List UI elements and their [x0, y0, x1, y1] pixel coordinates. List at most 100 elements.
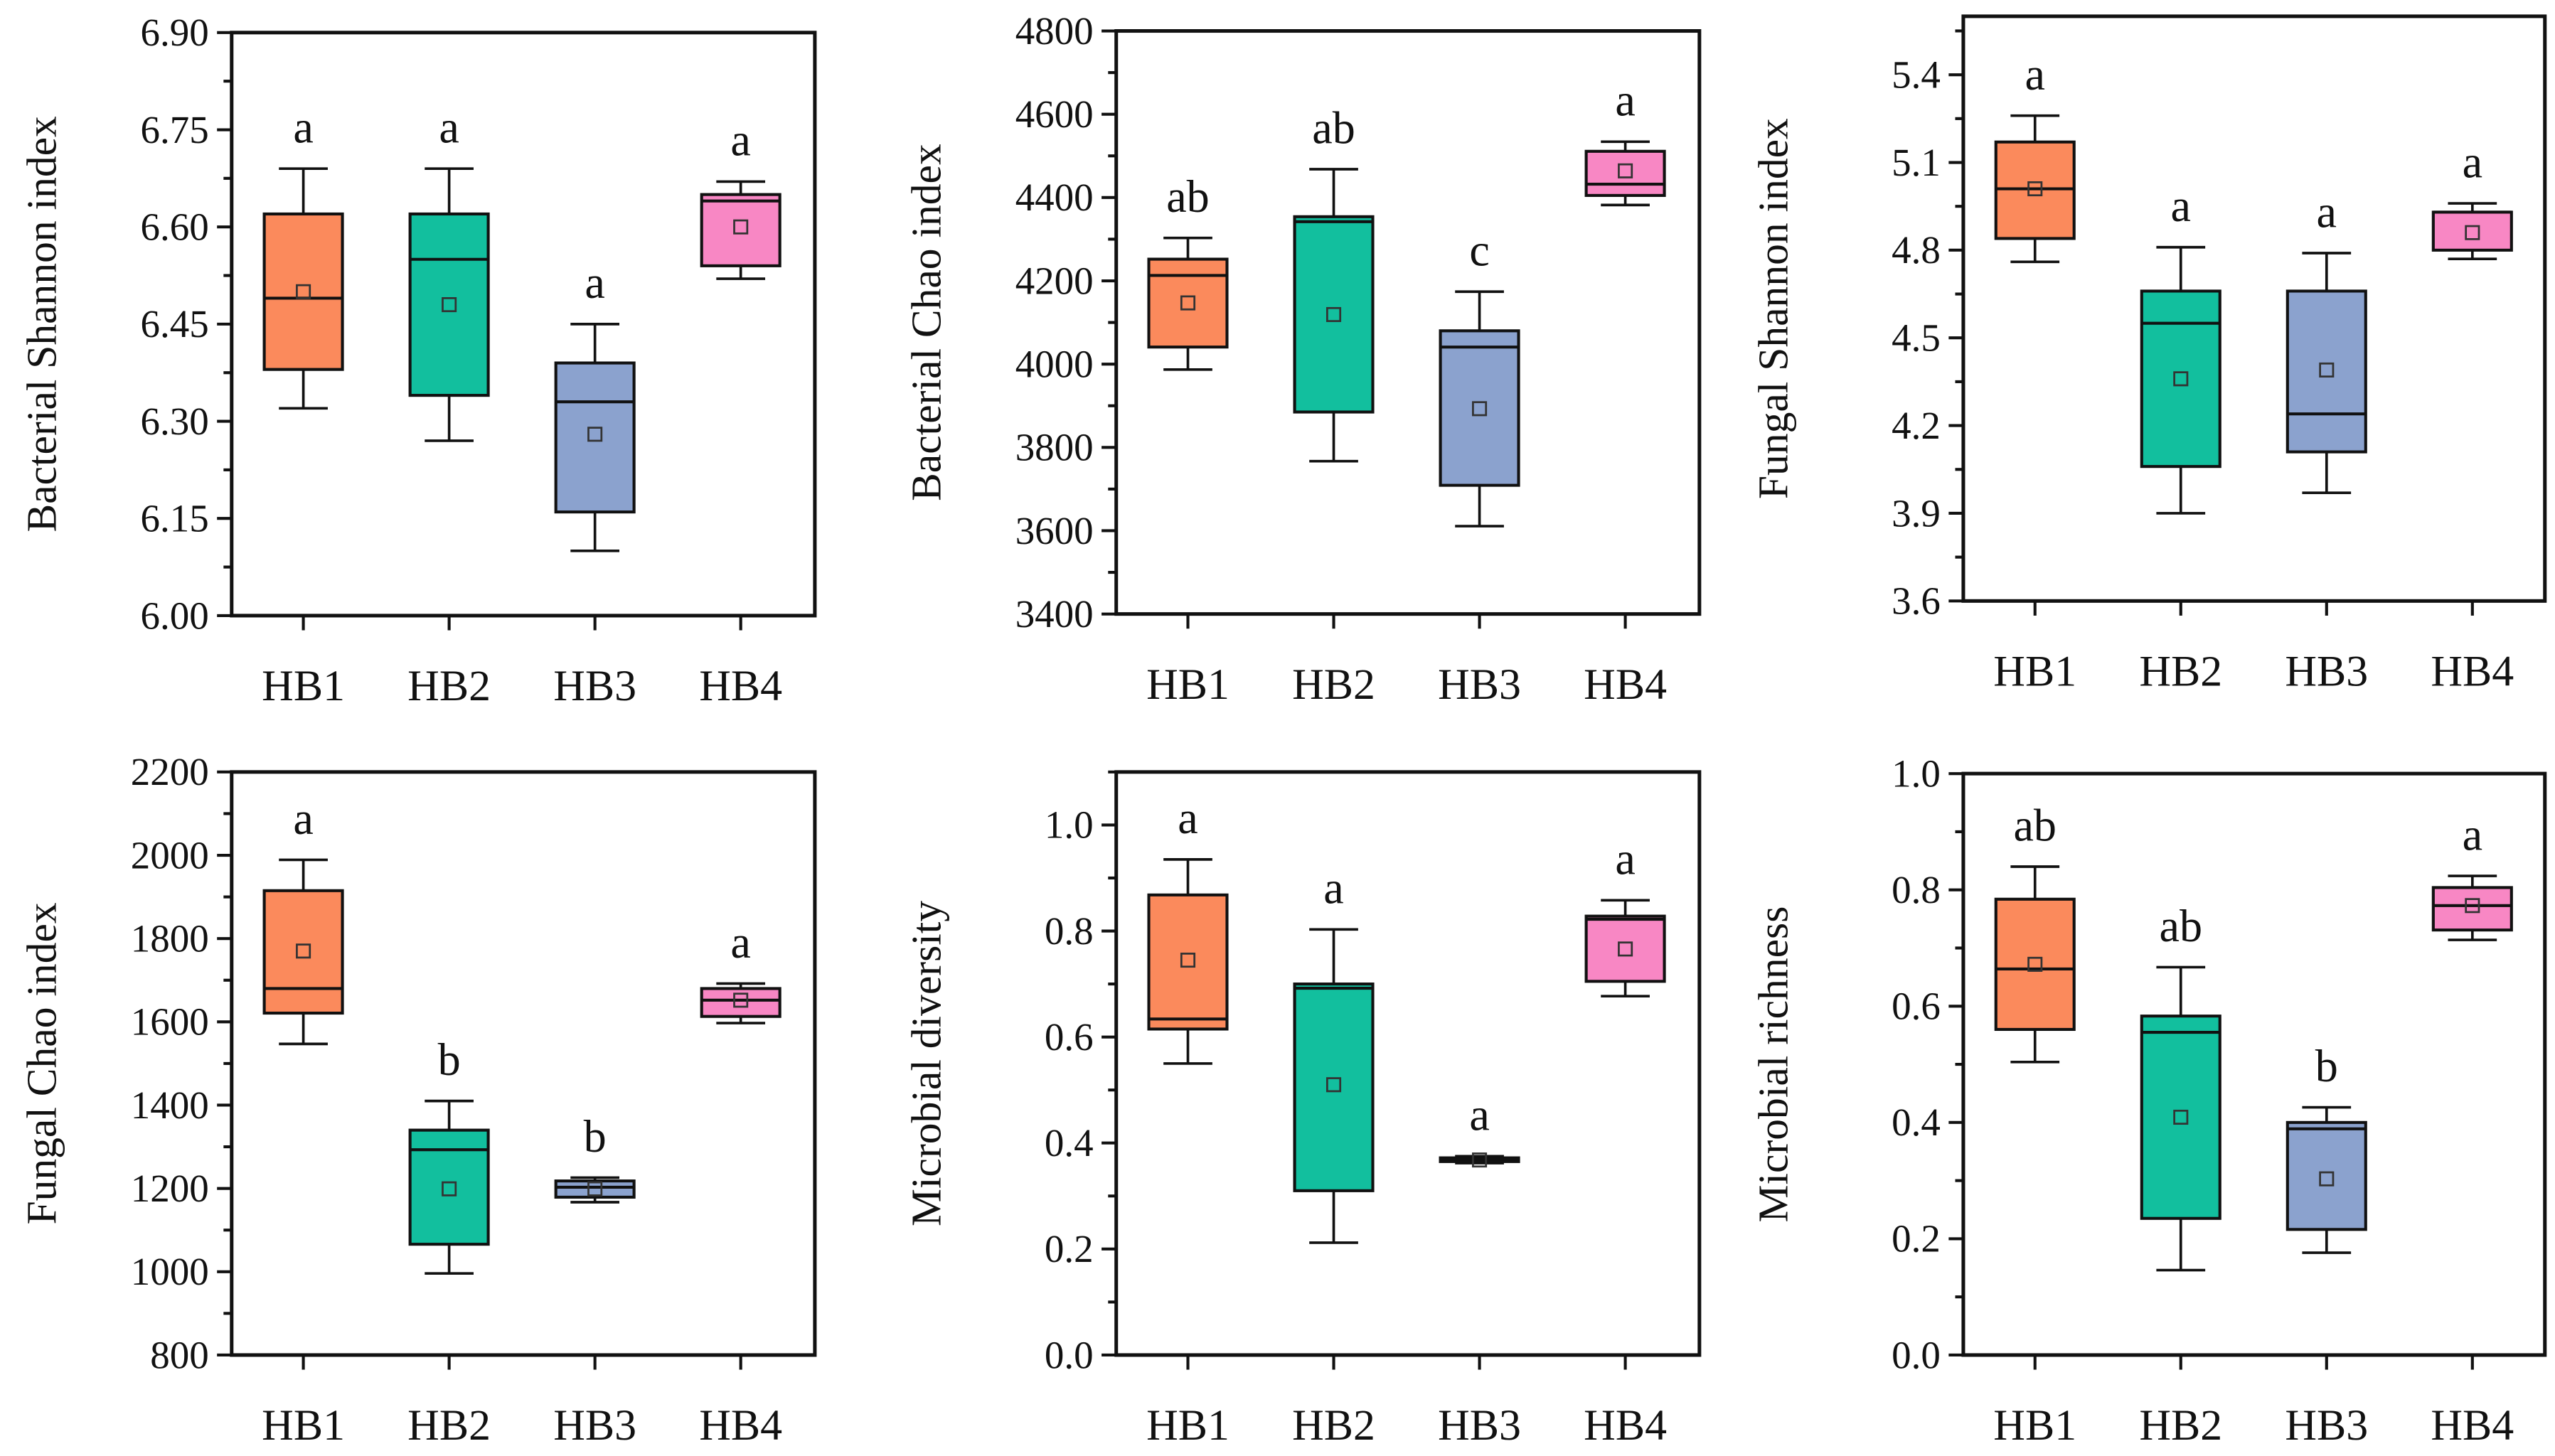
- significance-letter: a: [1469, 1090, 1489, 1140]
- x-tick-label: HB4: [699, 662, 782, 710]
- x-tick-label: HB4: [2431, 1401, 2514, 1450]
- iqr-box: [2285, 289, 2367, 454]
- y-tick-label: 2200: [131, 750, 209, 793]
- x-tick-label: HB2: [2139, 647, 2222, 695]
- box-hb2: b: [408, 1034, 490, 1275]
- mean-marker: [1472, 1152, 1488, 1168]
- plot-frame: [1961, 771, 2547, 1357]
- x-tick-label: HB2: [407, 1401, 491, 1450]
- y-tick-label: 1200: [131, 1167, 209, 1210]
- y-tick-label: 5.4: [1892, 53, 1941, 96]
- iqr-box: [262, 212, 344, 371]
- significance-letter: a: [2025, 49, 2045, 100]
- box-hb1: a: [262, 793, 344, 1046]
- mean-marker: [1180, 952, 1196, 968]
- y-tick-label: 1800: [131, 916, 209, 960]
- box-hb4: a: [2431, 136, 2513, 261]
- box-hb3: b: [2285, 1041, 2367, 1254]
- iqr-box: [1584, 149, 1666, 197]
- box-hb3: b: [554, 1111, 636, 1204]
- iqr-box: [408, 212, 490, 397]
- significance-letter: a: [293, 102, 313, 153]
- significance-letter: b: [584, 1111, 607, 1162]
- significance-letter: a: [730, 115, 750, 166]
- iqr-box: [554, 361, 636, 514]
- x-tick-label: HB1: [262, 1401, 345, 1450]
- y-tick-label: 800: [150, 1333, 208, 1376]
- y-tick-label: 0.4: [1892, 1101, 1941, 1144]
- y-tick-label: 1.0: [1892, 751, 1941, 795]
- iqr-box: [2140, 289, 2221, 469]
- iqr-box: [2431, 210, 2513, 252]
- box-hb2: ab: [2140, 901, 2221, 1272]
- y-tick-label: 3.6: [1892, 579, 1941, 623]
- significance-letter: a: [585, 257, 604, 308]
- significance-letter: a: [730, 917, 750, 968]
- significance-letter: a: [1615, 75, 1635, 126]
- significance-letter: a: [2463, 809, 2482, 860]
- box-hb3: a: [1439, 1090, 1520, 1168]
- x-tick-label: HB1: [1146, 1401, 1230, 1450]
- mean-marker: [1325, 306, 1342, 322]
- x-tick-label: HB1: [1993, 647, 2076, 695]
- y-tick-label: 1600: [131, 1000, 209, 1044]
- y-tick-label: 5.1: [1892, 141, 1941, 184]
- iqr-box: [1293, 215, 1375, 414]
- iqr-box: [1147, 257, 1229, 349]
- mean-marker: [442, 1181, 457, 1197]
- x-tick-label: HB4: [2431, 647, 2514, 695]
- y-axis-title: Bacterial Chao index: [902, 144, 949, 501]
- mean-marker: [733, 992, 749, 1008]
- significance-letter: a: [1323, 863, 1343, 914]
- y-tick-label: 0.8: [1892, 868, 1941, 911]
- significance-letter: ab: [1166, 171, 1210, 222]
- mean-marker: [2465, 225, 2480, 240]
- significance-letter: a: [2463, 136, 2482, 187]
- chart-panel-1: 6.00 6.15 6.30 6.45 6.60 6.75 6.90 Bacterial Sh…: [18, 11, 817, 710]
- y-tick-label: 0.6: [1892, 985, 1941, 1028]
- x-tick-label: HB2: [2139, 1401, 2222, 1450]
- x-tick-label: HB3: [1438, 1401, 1521, 1450]
- mean-marker: [442, 296, 457, 313]
- mean-marker: [587, 1181, 603, 1197]
- x-tick-label: HB2: [1292, 1401, 1375, 1450]
- significance-letter: a: [1178, 793, 1198, 843]
- box-hb3: c: [1439, 225, 1520, 528]
- mean-marker: [2173, 1109, 2189, 1125]
- iqr-box: [1147, 893, 1229, 1031]
- y-tick-label: 3.9: [1892, 491, 1941, 535]
- x-tick-label: HB1: [1146, 660, 1230, 709]
- y-tick-label: 3600: [1015, 509, 1094, 552]
- mean-marker: [2027, 956, 2043, 972]
- box-hb3: a: [2285, 186, 2367, 495]
- chart-panel-2: 3400 3600 3800 4000 4200 4400 4600 4800 Bacteria…: [902, 9, 1702, 709]
- significance-letter: b: [2315, 1041, 2338, 1091]
- x-tick-label: HB1: [1993, 1401, 2076, 1450]
- iqr-box: [2140, 1015, 2221, 1220]
- x-tick-label: HB3: [2285, 1401, 2368, 1450]
- iqr-box: [554, 1179, 636, 1199]
- x-tick-label: HB2: [407, 662, 491, 710]
- y-axis-title: Microbial richness: [1750, 906, 1797, 1223]
- x-tick-label: HB1: [262, 662, 345, 710]
- x-tick-label: HB3: [1438, 660, 1521, 709]
- x-tick-label: HB2: [1292, 660, 1375, 709]
- significance-letter: a: [2171, 181, 2191, 231]
- x-tick-label: HB3: [2285, 647, 2368, 695]
- mean-marker: [1180, 295, 1196, 311]
- y-tick-label: 4.8: [1892, 228, 1941, 272]
- y-tick-label: 4600: [1015, 92, 1094, 136]
- plot-frame: [1961, 14, 2547, 603]
- mean-marker: [1618, 941, 1633, 957]
- iqr-box: [700, 193, 782, 267]
- mean-marker: [2027, 181, 2043, 197]
- mean-marker: [2319, 362, 2335, 378]
- y-tick-label: 4.5: [1892, 316, 1941, 360]
- significance-letter: a: [1615, 834, 1635, 884]
- y-tick-label: 6.90: [141, 11, 209, 54]
- y-tick-label: 0.4: [1045, 1121, 1094, 1165]
- plot-frame: [1114, 770, 1702, 1357]
- y-tick-label: 6.30: [141, 400, 209, 443]
- y-axis-title: Fungal Shannon index: [1750, 118, 1797, 499]
